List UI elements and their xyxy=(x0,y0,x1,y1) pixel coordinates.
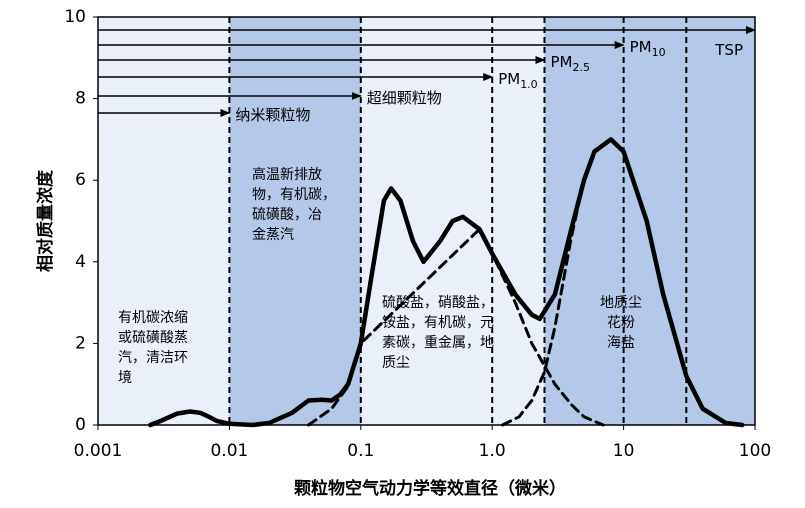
region-note: 地质尘 xyxy=(600,295,642,311)
size-class-subscript: 2.5 xyxy=(572,61,590,74)
x-tick-label: 0.1 xyxy=(347,441,374,461)
region-note: 质尘 xyxy=(382,355,410,371)
region-note: 铵盐，有机碳，元 xyxy=(382,315,494,331)
shaded-region xyxy=(229,17,361,425)
region-note: 汽，清洁环 xyxy=(118,350,188,366)
size-class-name: TSP xyxy=(714,41,743,59)
size-class-label: 纳米颗粒物 xyxy=(235,106,310,124)
region-note: 或硫磺酸蒸 xyxy=(118,330,188,346)
x-tick-label: 0.01 xyxy=(210,441,248,461)
x-tick-label: 0.001 xyxy=(74,441,123,461)
shaded-region xyxy=(544,17,755,425)
component-curve xyxy=(307,227,605,427)
size-class-name: PM xyxy=(630,38,652,56)
size-class-label: PM2.5 xyxy=(550,53,590,75)
size-class-name: PM xyxy=(498,70,520,88)
x-tick-label: 10 xyxy=(613,441,635,461)
size-class-label: PM10 xyxy=(630,38,666,60)
y-tick-label: 4 xyxy=(75,252,86,272)
region-note: 境 xyxy=(118,370,132,386)
size-class-name: PM xyxy=(550,53,572,71)
size-class-subscript: 10 xyxy=(652,46,666,59)
size-class-label: PM1.0 xyxy=(498,70,538,92)
region-note: 素碳，重金属，地 xyxy=(382,335,494,351)
region-note: 花粉 xyxy=(607,315,635,331)
size-class-label: TSP xyxy=(714,41,743,59)
total-curve xyxy=(148,137,745,428)
y-tick-label: 10 xyxy=(64,7,86,27)
y-tick-label: 8 xyxy=(75,89,86,109)
region-note: 海盐 xyxy=(607,335,635,351)
y-axis-title: 相对质量浓度 xyxy=(35,169,56,272)
component-curve xyxy=(501,178,586,427)
size-class-name: 纳米颗粒物 xyxy=(235,106,310,124)
y-tick-label: 0 xyxy=(75,415,86,435)
y-tick-label: 2 xyxy=(75,333,86,353)
region-note: 硫磺酸，冶 xyxy=(252,207,322,223)
x-tick-label: 100 xyxy=(739,441,771,461)
plot-frame xyxy=(97,16,756,426)
size-class-name: 超细颗粒物 xyxy=(367,89,442,107)
region-note: 高温新排放 xyxy=(252,166,322,183)
region-note: 金蒸汽 xyxy=(252,227,294,243)
region-note: 硫酸盐，硝酸盐， xyxy=(382,295,494,311)
x-tick-label: 1.0 xyxy=(479,441,506,461)
region-note: 物，有机碳， xyxy=(252,187,336,203)
y-tick-label: 6 xyxy=(75,170,86,190)
size-class-subscript: 1.0 xyxy=(520,78,538,91)
region-note: 有机碳浓缩 xyxy=(118,310,188,326)
size-class-label: 超细颗粒物 xyxy=(367,89,442,107)
x-axis-title: 颗粒物空气动力学等效直径（微米） xyxy=(294,478,566,499)
